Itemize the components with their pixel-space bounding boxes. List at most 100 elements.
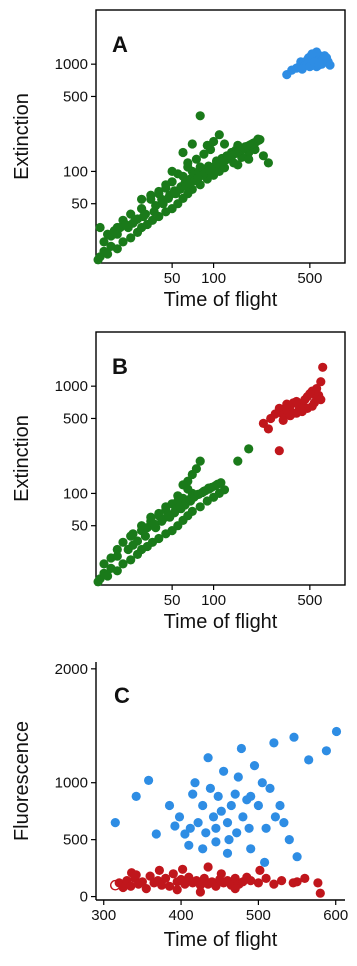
y-tick-label: 1000	[55, 56, 88, 73]
panel-label: A	[112, 32, 128, 57]
data-point	[314, 60, 324, 70]
data-point	[325, 60, 335, 70]
data-point	[146, 190, 156, 200]
data-point	[291, 396, 302, 407]
data-point	[167, 166, 177, 176]
data-point	[203, 862, 213, 872]
data-point	[195, 502, 205, 512]
data-point	[278, 415, 288, 425]
data-point	[172, 885, 182, 895]
data-point	[246, 844, 256, 854]
panel-label: B	[112, 354, 128, 379]
data-point	[265, 783, 275, 794]
data-point	[187, 506, 197, 516]
data-point	[230, 789, 240, 799]
data-point	[304, 755, 314, 765]
data-point	[121, 219, 131, 230]
data-point	[300, 873, 310, 884]
x-tick-label: 500	[297, 270, 322, 287]
data-point	[292, 852, 302, 862]
data-point	[216, 806, 226, 816]
data-point	[95, 222, 105, 233]
y-axis-title: Fluorescence	[11, 721, 33, 841]
data-point	[219, 766, 229, 776]
data-point	[233, 456, 243, 466]
data-point	[163, 193, 173, 203]
data-point	[275, 800, 285, 811]
x-tick-label: 300	[91, 907, 116, 924]
data-point	[260, 857, 270, 868]
data-point	[184, 840, 194, 850]
x-axis-title: Time of flight	[164, 289, 278, 311]
plot-frame	[95, 9, 346, 264]
data-point	[289, 732, 299, 742]
data-point	[161, 180, 171, 190]
data-point	[233, 772, 243, 782]
x-axis-title: Time of flight	[164, 611, 278, 633]
data-point	[112, 244, 122, 254]
data-point	[154, 533, 164, 544]
data-point	[112, 551, 122, 561]
data-point	[118, 559, 128, 569]
data-point	[132, 536, 143, 546]
data-point	[316, 395, 326, 405]
data-point	[263, 424, 273, 434]
x-tick-label: 600	[323, 907, 348, 924]
data-point	[261, 823, 271, 833]
data-point	[205, 783, 215, 794]
data-point	[315, 888, 325, 898]
data-point	[209, 136, 219, 147]
x-tick-label: 100	[201, 270, 226, 287]
data-point	[331, 726, 342, 737]
data-point	[180, 879, 190, 889]
data-point	[263, 158, 273, 168]
data-point	[253, 878, 263, 888]
data-point	[214, 130, 224, 140]
data-point	[188, 789, 198, 799]
data-point	[201, 828, 211, 838]
data-point	[316, 377, 326, 387]
data-point	[131, 870, 141, 880]
data-point	[203, 753, 213, 763]
data-point	[157, 880, 167, 890]
data-point	[126, 555, 136, 565]
y-tick-label: 500	[63, 88, 88, 105]
data-point	[138, 211, 149, 222]
data-point	[216, 869, 226, 879]
x-tick-label: 400	[169, 907, 194, 924]
data-point	[141, 884, 151, 894]
data-point	[195, 880, 205, 890]
data-point	[244, 823, 254, 833]
data-point	[112, 566, 122, 576]
data-point	[161, 502, 171, 512]
data-point	[198, 800, 208, 811]
data-point	[211, 837, 221, 847]
data-point	[199, 149, 209, 159]
x-tick-label: 500	[297, 592, 322, 609]
data-point	[163, 509, 173, 519]
data-point	[269, 879, 279, 889]
data-point	[226, 800, 236, 811]
data-point	[149, 207, 159, 217]
y-tick-label: 1000	[55, 378, 88, 395]
data-point	[151, 829, 161, 839]
data-point	[219, 139, 230, 149]
data-point	[216, 478, 226, 488]
data-point	[274, 446, 284, 456]
data-point	[154, 865, 164, 876]
data-point	[270, 812, 280, 822]
x-tick-label: 100	[201, 592, 226, 609]
data-point	[140, 531, 150, 541]
data-point	[246, 791, 256, 802]
data-point	[224, 835, 234, 845]
data-point	[103, 571, 113, 581]
data-point	[178, 864, 188, 874]
y-tick-label: 0	[80, 889, 88, 906]
data-point	[211, 823, 221, 833]
data-point	[195, 887, 205, 897]
data-point	[249, 761, 260, 771]
data-point	[170, 821, 180, 831]
data-point	[183, 158, 193, 168]
y-tick-label: 100	[63, 485, 88, 502]
